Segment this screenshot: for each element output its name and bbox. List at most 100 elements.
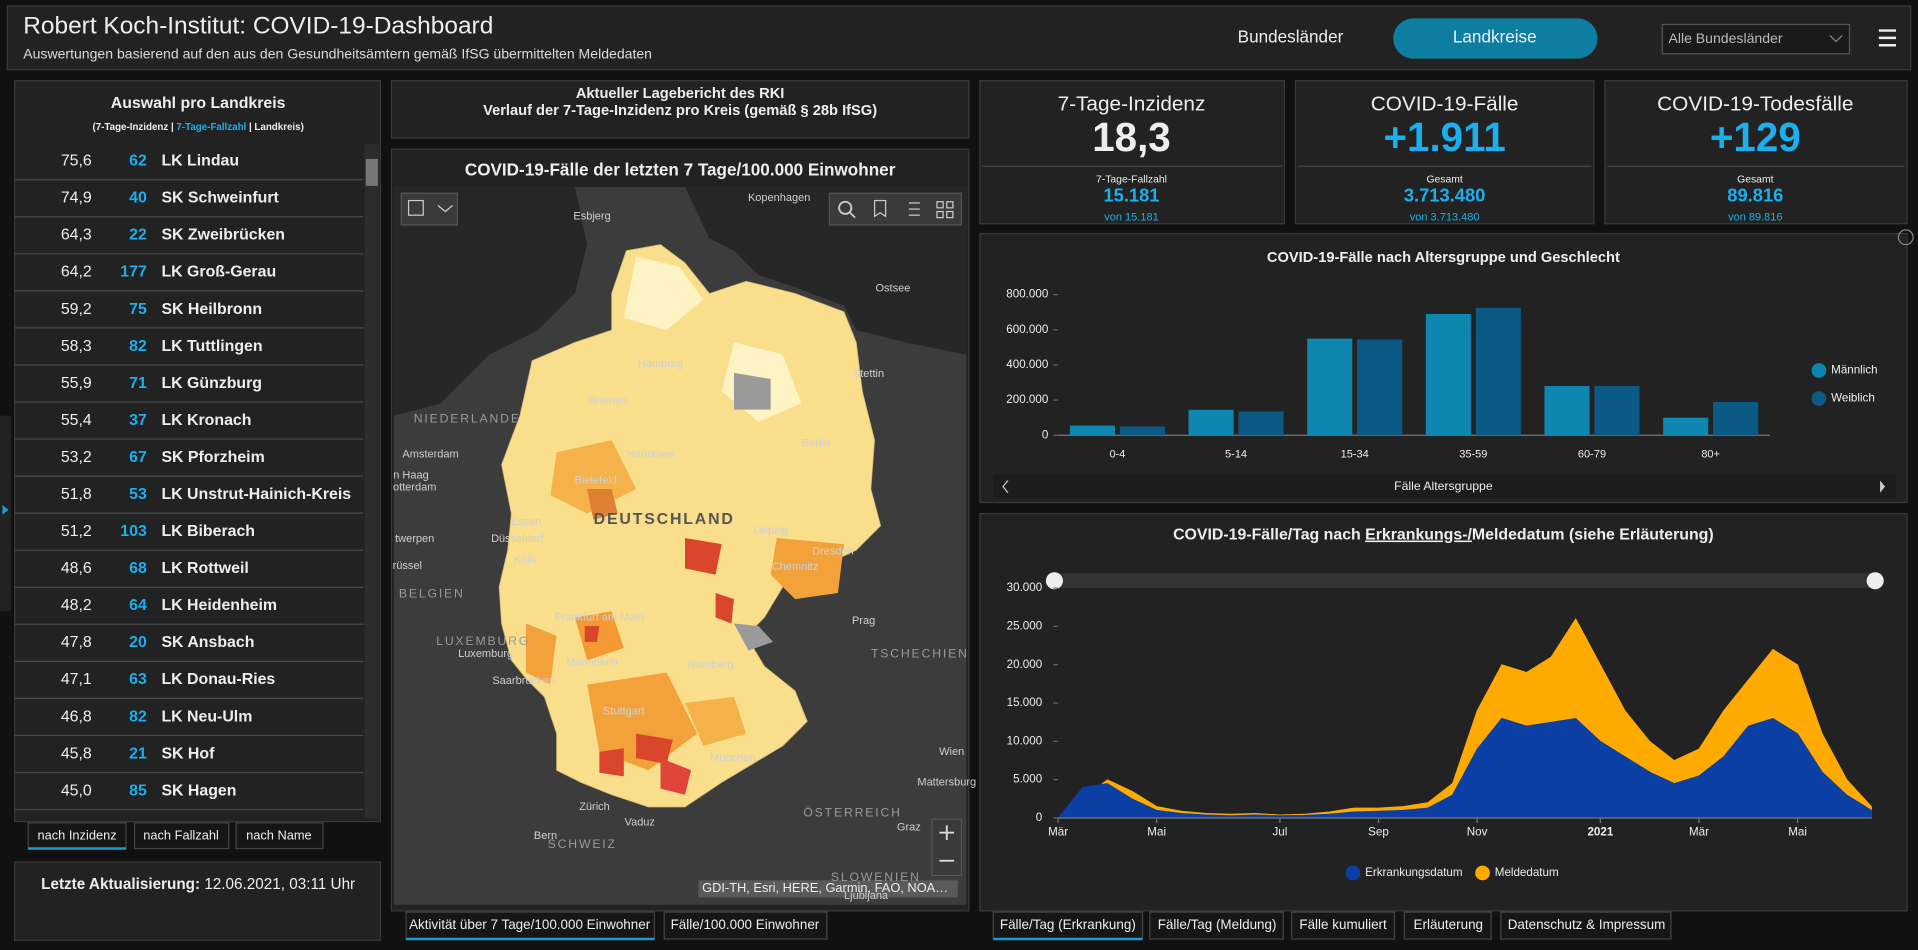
district-name[interactable]: LK Rottweil (161, 560, 248, 577)
district-name[interactable]: SK Hof (161, 745, 215, 762)
case-count[interactable]: 64 (129, 597, 147, 614)
tab[interactable] (992, 911, 1144, 940)
district-name[interactable]: LK Biberach (161, 523, 255, 540)
incidence[interactable]: 75,6 (61, 153, 92, 170)
side-handle[interactable] (0, 415, 12, 612)
slider-handle[interactable] (1045, 572, 1063, 590)
case-count[interactable]: 82 (129, 708, 147, 725)
select-text[interactable]: Alle Bundesländer (1668, 30, 1782, 46)
district-name[interactable]: SK Ansbach (161, 634, 254, 651)
legend-label[interactable]: Meldedatum (1495, 866, 1559, 879)
incidence[interactable]: 51,8 (61, 486, 92, 503)
incidence[interactable]: 48,6 (61, 560, 92, 577)
district-name[interactable]: SK Pforzheim (161, 449, 264, 466)
tab[interactable] (235, 822, 324, 850)
bar[interactable] (1119, 426, 1165, 436)
bar[interactable] (1594, 386, 1640, 436)
incidence[interactable]: 55,9 (61, 375, 92, 392)
legend-label[interactable]: Männlich (1831, 364, 1877, 377)
incidence[interactable]: 48,2 (61, 597, 92, 614)
bar[interactable] (1238, 411, 1284, 436)
district-name[interactable]: LK Kronach (161, 412, 251, 429)
case-count[interactable]: 22 (129, 227, 147, 244)
bar[interactable] (1307, 338, 1353, 436)
bar[interactable] (1475, 307, 1521, 436)
case-count[interactable]: 67 (129, 449, 147, 466)
side-arrow[interactable] (2, 504, 9, 515)
incidence[interactable]: 74,9 (61, 190, 92, 207)
legend-label[interactable]: Erkrankungsdatum (1365, 866, 1462, 879)
tab-label[interactable]: Fälle/Tag (Erkrankung) (1000, 917, 1136, 932)
incidence[interactable]: 51,2 (61, 523, 92, 540)
scroll-thumb[interactable] (365, 158, 378, 186)
tab-label[interactable]: Aktivität über 7 Tage/100.000 Einwohner (409, 917, 651, 932)
case-count[interactable]: 40 (129, 190, 147, 207)
district-name[interactable]: LK Donau-Ries (161, 671, 275, 688)
incidence[interactable]: 46,8 (61, 708, 92, 725)
case-count[interactable]: 71 (129, 375, 147, 392)
menu-icon[interactable] (1878, 29, 1896, 47)
bar[interactable] (1544, 386, 1590, 436)
district-name[interactable]: SK Schweinfurt (161, 190, 279, 207)
tab[interactable] (1291, 911, 1396, 940)
report-line[interactable]: Aktueller Lagebericht des RKI (576, 86, 785, 102)
district-name[interactable]: LK Unstrut-Hainich-Kreis (161, 486, 351, 503)
expand-icon[interactable] (1897, 229, 1914, 246)
nav-pill[interactable] (1393, 18, 1598, 59)
incidence[interactable]: 64,3 (61, 227, 92, 244)
tab[interactable] (1500, 911, 1672, 940)
slider-handle[interactable] (1866, 572, 1884, 590)
incidence[interactable]: 58,3 (61, 338, 92, 355)
district-name[interactable]: SK Heilbronn (161, 301, 262, 318)
case-count[interactable]: 103 (120, 523, 147, 540)
incidence[interactable]: 45,0 (61, 782, 92, 799)
case-count[interactable]: 63 (129, 671, 147, 688)
nav-item[interactable]: Bundesländer (1238, 27, 1344, 46)
map-toolbar[interactable] (400, 192, 963, 877)
bar[interactable] (1425, 313, 1471, 436)
map[interactable] (393, 187, 967, 905)
tab-label[interactable]: nach Inzidenz (37, 828, 116, 843)
tab[interactable] (27, 822, 127, 850)
incidence[interactable]: 47,1 (61, 671, 92, 688)
case-count[interactable]: 37 (129, 412, 147, 429)
bar[interactable] (1188, 409, 1234, 436)
district-name[interactable]: LK Günzburg (161, 375, 262, 392)
case-count[interactable]: 85 (129, 782, 147, 799)
case-count[interactable]: 68 (129, 560, 147, 577)
district-name[interactable]: LK Heidenheim (161, 597, 277, 614)
case-count[interactable]: 75 (129, 301, 147, 318)
bar[interactable] (1713, 401, 1759, 436)
incidence[interactable]: 59,2 (61, 301, 92, 318)
nav-item[interactable]: Landkreise (1453, 27, 1537, 46)
district-name[interactable]: SK Hagen (161, 782, 236, 799)
incidence[interactable]: 47,8 (61, 634, 92, 651)
case-count[interactable]: 62 (129, 153, 147, 170)
case-count[interactable]: 82 (129, 338, 147, 355)
tab-label[interactable]: nach Name (246, 828, 312, 843)
district-name[interactable]: LK Lindau (161, 153, 239, 170)
district-name[interactable]: LK Groß-Gerau (161, 264, 276, 281)
district-name[interactable]: SK Zweibrücken (161, 227, 285, 244)
tab[interactable] (1149, 911, 1284, 940)
bar-nav-next[interactable] (1880, 480, 1885, 493)
bar[interactable] (1069, 425, 1115, 436)
incidence[interactable]: 53,2 (61, 449, 92, 466)
case-count[interactable]: 21 (129, 745, 147, 762)
region-select[interactable] (1661, 23, 1851, 55)
scrollbar[interactable] (364, 144, 380, 818)
tab-label[interactable]: nach Fallzahl (143, 828, 219, 843)
tab-label[interactable]: Fälle/Tag (Meldung) (1158, 917, 1277, 932)
case-count[interactable]: 53 (129, 486, 147, 503)
tab[interactable] (663, 911, 828, 940)
incidence[interactable]: 64,2 (61, 264, 92, 281)
tab-label[interactable]: Fälle kumuliert (1299, 917, 1387, 932)
incidence[interactable]: 45,8 (61, 745, 92, 762)
legend-label[interactable]: Weiblich (1831, 392, 1875, 405)
tab-label[interactable]: Datenschutz & Impressum (1508, 917, 1666, 932)
range-slider[interactable] (1054, 573, 1876, 589)
report-panel[interactable] (390, 80, 970, 139)
case-count[interactable]: 20 (129, 634, 147, 651)
district-name[interactable]: LK Neu-Ulm (161, 708, 252, 725)
district-name[interactable]: LK Tuttlingen (161, 338, 262, 355)
